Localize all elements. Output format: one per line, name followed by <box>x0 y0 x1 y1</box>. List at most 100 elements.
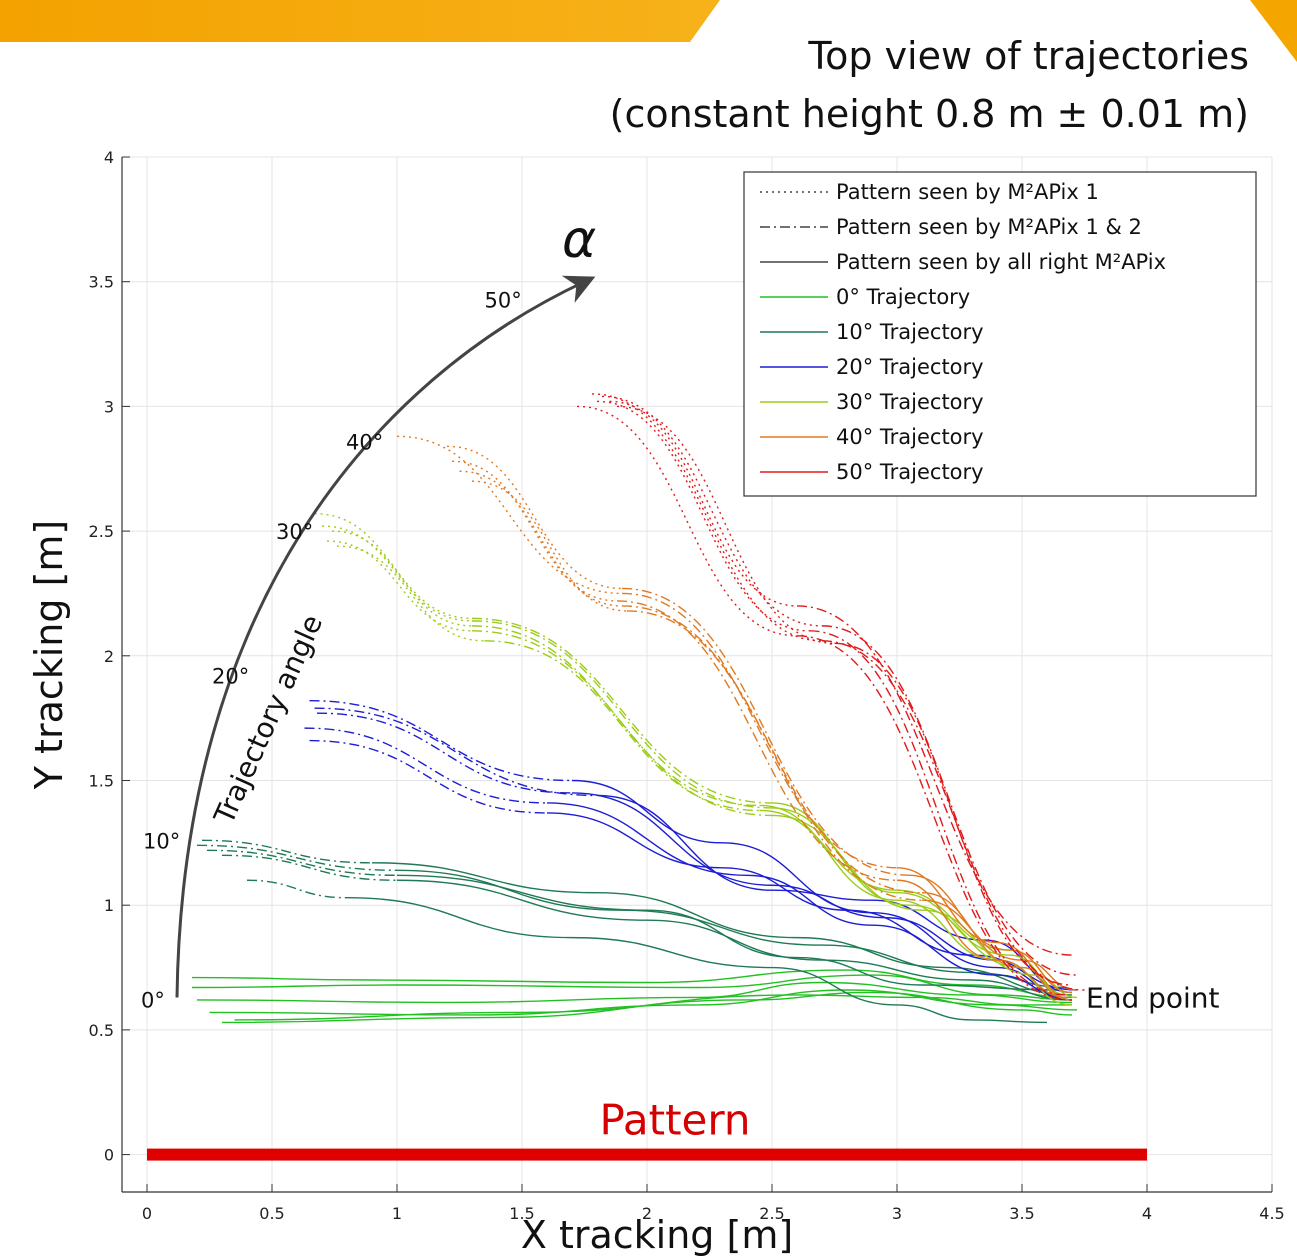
x-tick-label: 4.5 <box>1259 1204 1284 1223</box>
series-30deg <box>314 512 1078 1006</box>
trajectory-segment <box>596 794 1073 994</box>
trajectory-segment <box>616 600 898 881</box>
trajectory-segment <box>196 981 1073 1004</box>
trajectory-segment <box>314 707 598 797</box>
trajectory-segment <box>206 849 398 876</box>
legend-label: 10° Trajectory <box>836 320 984 344</box>
x-tick-label: 0.5 <box>259 1204 284 1223</box>
trajectory-segment <box>446 445 623 590</box>
trajectory-segment <box>191 969 1073 999</box>
y-tick-label: 3.5 <box>89 273 114 292</box>
x-tick-label: 3.5 <box>1009 1204 1034 1223</box>
trajectory-segment <box>346 897 1048 1024</box>
angle-mark-label: 0° <box>141 988 165 1012</box>
trajectory-segment <box>321 525 473 622</box>
x-tick-label: 2.5 <box>759 1204 784 1223</box>
y-tick-label: 0 <box>104 1146 114 1165</box>
angle-mark-label: 30° <box>276 520 313 544</box>
trajectory-segment <box>796 635 1073 1001</box>
alpha-symbol: α <box>562 210 596 270</box>
top-right-orange-wedge <box>1250 0 1297 62</box>
end-point-label: End point <box>1086 981 1220 1014</box>
trajectory-segment <box>896 867 1073 1001</box>
trajectory-segment <box>471 630 773 817</box>
axes: 0 0.5 1 1.5 2 2.5 3 3.5 4 4.5 0 0.5 1 1.5 2 2.5 3 3.5 4 <box>89 148 1285 1223</box>
y-tick-label: 2 <box>104 647 114 666</box>
trajectory-segment <box>459 470 623 607</box>
trajectory-segment <box>821 640 1085 991</box>
legend-label: Pattern seen by M²APix 1 & 2 <box>836 215 1142 239</box>
y-tick-label: 0.5 <box>89 1021 114 1040</box>
trajectory-segment <box>576 405 798 637</box>
trajectory-segment <box>809 630 1068 996</box>
trajectory-segment <box>546 802 1073 1001</box>
y-tick-label: 4 <box>104 148 114 167</box>
series-10deg <box>196 839 1073 1024</box>
pattern-bar <box>147 1148 1147 1161</box>
trajectory-segment <box>304 727 548 804</box>
y-axis-label: Y tracking [m] <box>27 520 71 791</box>
trajectory-segment <box>601 395 823 627</box>
trajectory-segment <box>326 540 473 632</box>
chart-title-line-2: (constant height 0.8 m ± 0.01 m) <box>609 92 1249 136</box>
trajectory-segment <box>336 545 485 642</box>
x-axis-label: X tracking [m] <box>521 1213 793 1257</box>
trajectory-segment <box>471 625 760 807</box>
legend-label: Pattern seen by M²APix 1 <box>836 180 1099 204</box>
pattern-label: Pattern <box>599 1096 750 1145</box>
pattern-rect <box>147 1148 1147 1161</box>
x-tick-label: 3 <box>892 1204 902 1223</box>
series-20deg <box>304 699 1078 1001</box>
trajectory-segment <box>196 844 398 871</box>
trajectory-angle-caption: Trajectory angle <box>207 610 329 830</box>
x-tick-label: 2 <box>642 1204 652 1223</box>
angle-arc: 0° 10° 20° 30° 40° 50° <box>141 275 596 1012</box>
y-tick-label: 1 <box>104 896 114 915</box>
trajectory-segment <box>834 642 1073 986</box>
trajectory-segment <box>221 991 1073 1024</box>
trajectory-segment <box>621 587 910 876</box>
angle-mark-label: 10° <box>143 829 180 853</box>
legend-label: 40° Trajectory <box>836 425 984 449</box>
y-tick-label: 2.5 <box>89 522 114 541</box>
top-orange-band <box>0 0 720 42</box>
trajectory-segment <box>921 892 1073 1001</box>
x-tick-label: 0 <box>142 1204 152 1223</box>
legend: Pattern seen by M²APix 1 Pattern seen by … <box>743 171 1257 497</box>
trajectory-segment <box>396 879 1073 1001</box>
x-tick-label: 4 <box>1142 1204 1152 1223</box>
series-50deg <box>576 393 1085 1001</box>
trajectory-segment <box>796 605 1073 956</box>
trajectory-segment <box>896 879 1068 999</box>
trajectory-segment <box>234 994 1072 1021</box>
trajectory-segment <box>209 989 1078 1016</box>
trajectory-segment <box>821 625 1078 976</box>
trajectory-segment <box>484 640 760 812</box>
trajectory-segment <box>316 712 573 794</box>
series-0deg <box>191 969 1078 1024</box>
trajectory-segment <box>921 899 1078 991</box>
legend-label: 20° Trajectory <box>836 355 984 379</box>
x-tick-label: 1.5 <box>509 1204 534 1223</box>
legend-label: Pattern seen by all right M²APix <box>836 250 1166 274</box>
trajectory-segment <box>621 592 898 869</box>
trajectory-segment <box>621 605 923 894</box>
trajectory-segment <box>309 739 548 814</box>
chart-title-line-1: Top view of trajectories <box>808 34 1249 78</box>
trajectory-segment <box>221 854 398 881</box>
angle-mark-label: 50° <box>485 289 522 313</box>
trajectory-segment <box>246 879 348 899</box>
trajectory-segment <box>309 699 573 782</box>
angle-mark-label: 40° <box>346 430 383 454</box>
angle-arc-arrow <box>175 275 596 998</box>
trajectory-segment <box>471 617 773 804</box>
trajectory-segment <box>396 435 623 595</box>
x-tick-label: 1 <box>392 1204 402 1223</box>
y-tick-label: 3 <box>104 397 114 416</box>
trajectory-segment <box>471 620 773 809</box>
trajectory-segment <box>396 874 1060 991</box>
trajectory-segment <box>331 530 473 627</box>
trajectory-segment <box>371 862 1073 996</box>
